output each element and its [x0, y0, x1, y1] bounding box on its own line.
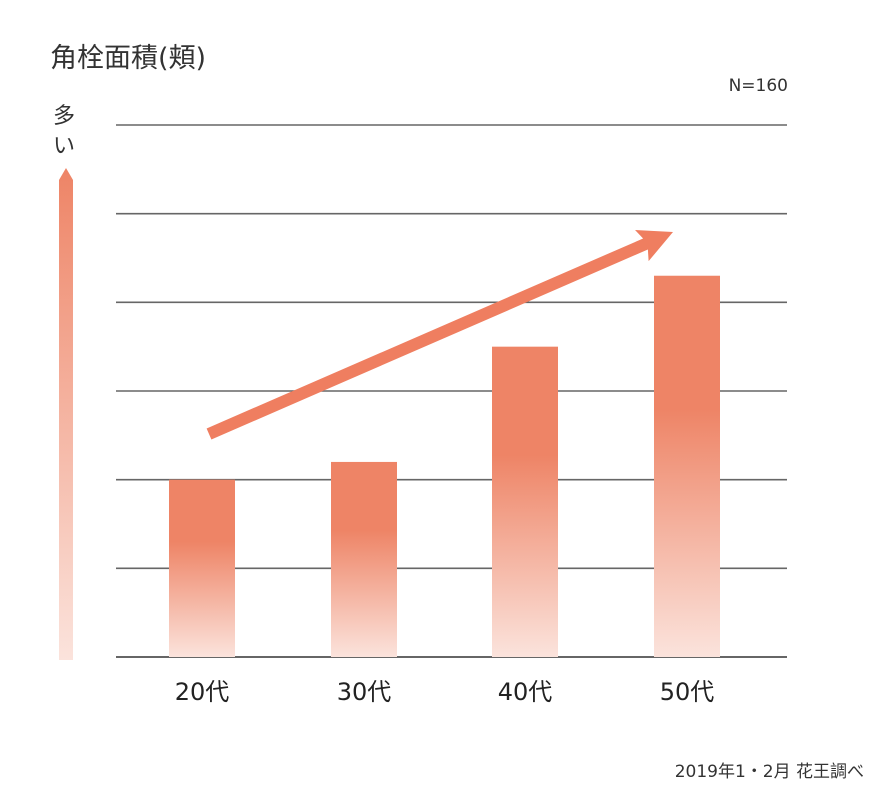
sample-size-note: N=160: [728, 76, 788, 96]
trend-arrow: [206, 229, 673, 440]
x-tick-label: 40代: [498, 678, 553, 706]
bar-40代: [492, 346, 558, 657]
y-axis-label: 多い: [53, 104, 76, 159]
bar-50代: [654, 275, 720, 657]
x-tick-label: 30代: [337, 678, 392, 706]
x-tick-label: 20代: [175, 678, 230, 706]
x-tick-label: 50代: [660, 678, 715, 706]
y-axis-arrow: [59, 168, 73, 660]
source-note: 2019年1・2月 花王調べ: [674, 762, 864, 782]
chart-title: 角栓面積(頬): [50, 43, 207, 74]
bar-30代: [331, 461, 397, 657]
bar-20代: [169, 479, 235, 657]
